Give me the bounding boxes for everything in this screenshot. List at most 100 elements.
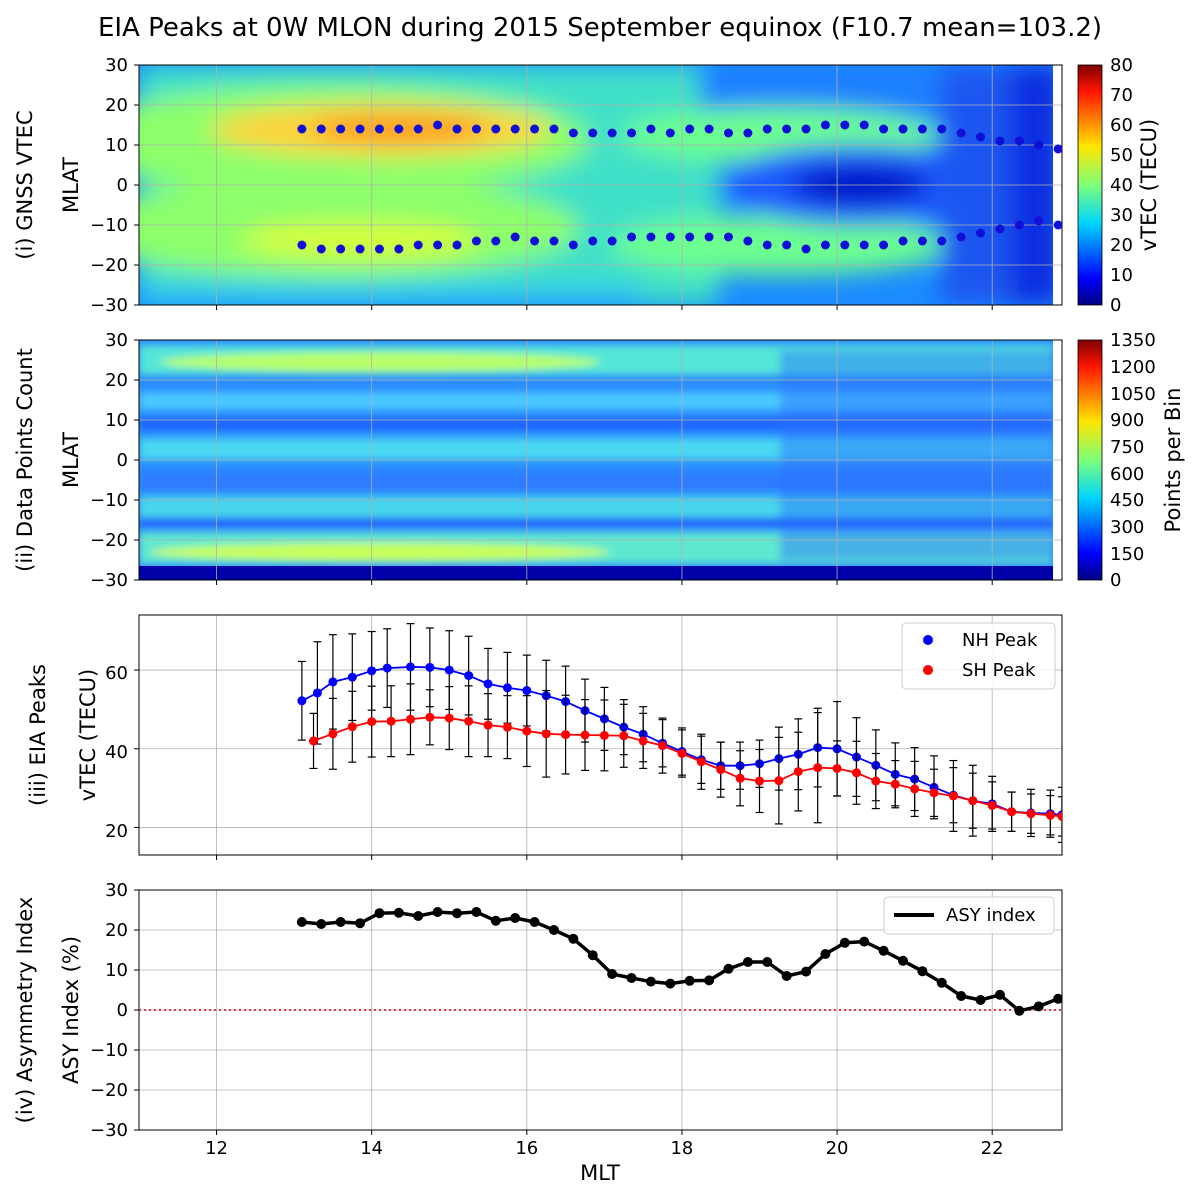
asy-index-point (626, 973, 637, 983)
nh-peak-marker (413, 124, 423, 134)
sh-peak-marker (840, 240, 850, 250)
nh-legend-marker (923, 635, 933, 645)
sh-peak-marker (568, 240, 578, 250)
peaks-y-axis-label: vTEC (TECU) (76, 669, 100, 801)
axes-frame (138, 614, 1063, 856)
nh-peak-marker (879, 124, 889, 134)
asy-index-point (490, 915, 501, 926)
sh-peak-point (580, 730, 590, 740)
sh-peak-point (987, 800, 997, 810)
nh-peak-marker (491, 124, 501, 134)
asy-index-point (607, 969, 618, 979)
asy-index-point (839, 937, 850, 948)
asy-index-point (335, 917, 346, 927)
sh-legend-label: SH Peak (962, 660, 1036, 681)
asy-index-point (529, 917, 540, 927)
sh-peak-point (755, 776, 765, 786)
asy-index-point (393, 907, 404, 918)
sh-peak-point (328, 729, 338, 739)
asy-panel-label: (iv) Asymmetry Index (13, 897, 37, 1124)
nh-peak-marker (917, 124, 927, 134)
nh-peak-marker (530, 124, 540, 134)
vtec-peak-markers (297, 120, 1062, 254)
asy-y-axis-label: ASY Index (%) (59, 936, 83, 1084)
sh-peak-marker (801, 244, 811, 254)
asy-index-point (762, 957, 773, 967)
sh-peak-point (619, 731, 629, 741)
sh-peak-point (483, 720, 493, 730)
nh-peak-marker (627, 128, 637, 138)
nh-peak-marker (820, 120, 830, 130)
nh-peak-marker (801, 124, 811, 134)
colorbar-tick-label: 0 (1110, 570, 1121, 591)
nh-peak-marker (723, 128, 733, 138)
nh-peak-marker (316, 124, 326, 134)
sh-peak-point (813, 763, 823, 773)
nh-peak-point (444, 665, 454, 675)
nh-peak-marker (1014, 136, 1024, 146)
nh-peak-marker (762, 124, 772, 134)
asy-index-point (956, 991, 967, 1001)
nh-peak-point (328, 677, 338, 687)
asy-index-point (432, 907, 443, 917)
colorbar-tick-label: 450 (1110, 490, 1144, 511)
sh-peak-point (541, 729, 551, 739)
asy-index-point (1033, 1001, 1044, 1012)
sh-peak-marker (627, 232, 637, 242)
y-tick-label: −10 (90, 1040, 128, 1061)
sh-peak-point (1026, 809, 1036, 819)
asy-index-point (994, 989, 1005, 1000)
y-tick-label: −10 (90, 490, 128, 511)
sh-peak-marker (1014, 220, 1024, 230)
sh-peak-marker (530, 236, 540, 246)
asy-index-line (301, 910, 1059, 1013)
vtec-y-axis-label: MLAT (59, 157, 83, 213)
vtec-colorbar: 80 70 60 50 40 30 20 10 0 vTEC (TECU) (1077, 55, 1161, 316)
sh-peak-marker (355, 244, 365, 254)
y-tick-label: −20 (90, 530, 128, 551)
asy-index-point (471, 907, 482, 917)
nh-peak-marker (665, 128, 675, 138)
nh-peak-point (347, 672, 357, 682)
sh-peak-point (599, 730, 609, 740)
colorbar-tick-label: 80 (1110, 55, 1133, 76)
asy-index-point (316, 919, 327, 929)
sh-peak-marker (471, 236, 481, 246)
nh-peak-marker (374, 124, 384, 134)
nh-peak-marker (995, 136, 1005, 146)
asy-index-point (548, 925, 559, 935)
sh-peak-point (1057, 811, 1062, 821)
peaks-y-ticks: 60 40 20 (105, 663, 128, 842)
nh-peak-marker (840, 120, 850, 130)
nh-peak-marker (1053, 144, 1062, 154)
asy-legend-label: ASY index (946, 905, 1036, 926)
sh-peak-point (948, 791, 958, 801)
nh-peak-marker (976, 132, 986, 142)
y-tick-label: −30 (90, 1120, 128, 1141)
nh-peak-point (464, 671, 474, 681)
sh-peak-point (910, 784, 920, 794)
y-tick-label: 20 (105, 95, 128, 116)
nh-peak-marker (646, 124, 656, 134)
y-tick-label: 20 (105, 920, 128, 941)
asy-index-point (645, 976, 656, 987)
asy-index-point (704, 975, 715, 986)
nh-peak-marker (1034, 140, 1044, 150)
colorbar-tick-label: 10 (1110, 265, 1133, 286)
sh-peak-point (1045, 810, 1055, 820)
nh-peak-point (297, 696, 307, 706)
nh-peak-marker (685, 124, 695, 134)
sh-peak-marker (859, 240, 869, 250)
sh-peak-marker (510, 232, 520, 242)
sh-peak-marker (549, 236, 559, 246)
colorbar-tick-label: 40 (1110, 175, 1133, 196)
asy-index-point (742, 957, 753, 967)
asy-index-point (936, 977, 947, 988)
sh-peak-marker (665, 232, 675, 242)
asy-index-point (723, 963, 734, 974)
asy-index-point (975, 995, 986, 1005)
count-y-axis-label: MLAT (59, 432, 83, 488)
y-tick-label: 30 (105, 880, 128, 901)
sh-peak-marker (820, 240, 830, 250)
sh-peak-marker (607, 236, 617, 246)
